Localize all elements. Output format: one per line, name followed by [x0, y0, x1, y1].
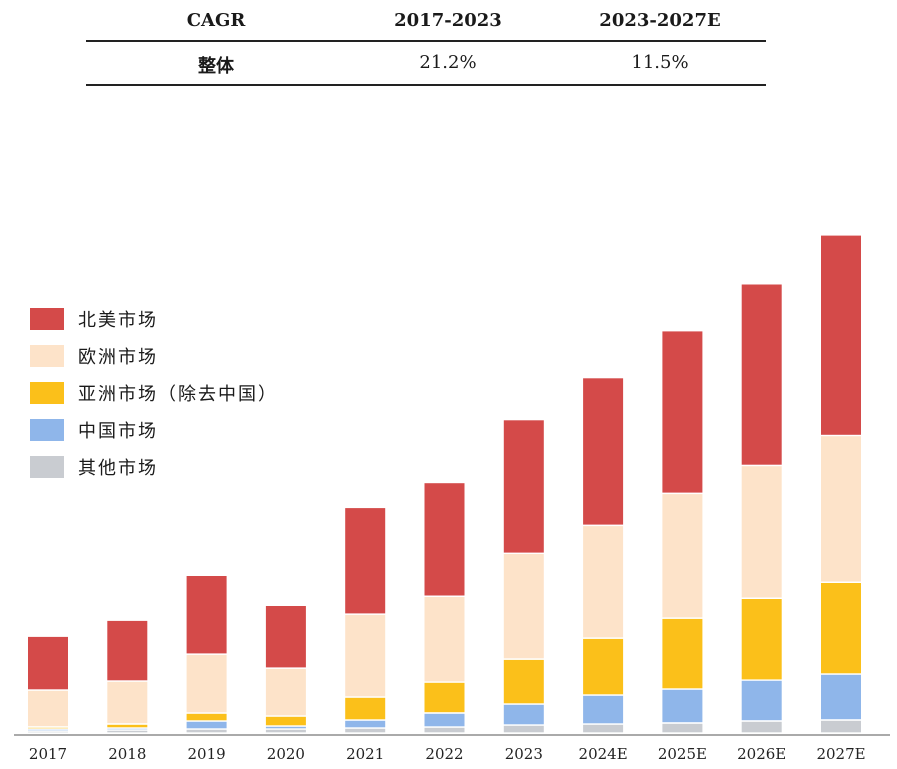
x-tick-label-2021: 2021	[346, 745, 384, 763]
bar-segment-2022-s3	[424, 597, 465, 682]
x-tick-label-2023: 2023	[505, 745, 543, 763]
bar-segment-2023-s4	[503, 420, 544, 553]
bars-group	[28, 235, 861, 733]
legend-item-china: 中国市场	[30, 411, 278, 448]
table-header-2023-2027e: 2023-2027E	[599, 10, 721, 31]
x-tick-label-2026E: 2026E	[737, 745, 786, 763]
bar-segment-2017-s1	[28, 729, 68, 731]
legend-label-asia-ex-china: 亚洲市场（除去中国）	[78, 383, 278, 405]
x-tick-label-2027E: 2027E	[816, 745, 865, 763]
bar-segment-2017-s3	[28, 690, 68, 727]
bar-segment-2024E-s4	[583, 378, 624, 525]
bar-segment-2020-s2	[265, 716, 306, 726]
legend-swatch-china	[30, 418, 64, 441]
bar-segment-2024E-s2	[583, 638, 624, 695]
x-tick-labels: 2017 2018 2019 2020 2021 2022 2023 2024E 2025E 20…	[29, 745, 866, 763]
legend-label-china: 中国市场	[78, 420, 158, 442]
bar-segment-2019-s3	[186, 654, 227, 713]
table-header-2017-2023: 2017-2023	[394, 10, 502, 31]
bar-segment-2027E-s3	[821, 436, 861, 582]
bar-segment-2025E-s3	[662, 494, 703, 618]
bar-segment-2017-s0	[28, 731, 68, 733]
legend-swatch-europe	[30, 344, 64, 367]
bar-segment-2023-s0	[503, 725, 544, 733]
bar-segment-2022-s1	[424, 713, 465, 727]
bar-segment-2020-s4	[265, 606, 306, 668]
bar-segment-2021-s1	[345, 720, 386, 728]
legend-swatch-other	[30, 455, 64, 478]
bar-segment-2025E-s0	[662, 723, 703, 733]
bar-segment-2019-s0	[186, 729, 227, 733]
table-header-cagr: CAGR	[186, 10, 246, 31]
x-tick-label-2024E: 2024E	[579, 745, 628, 763]
bar-segment-2018-s4	[107, 620, 148, 681]
bar-segment-2023-s3	[503, 554, 544, 659]
bar-segment-2025E-s2	[662, 618, 703, 689]
bar-segment-2026E-s3	[741, 466, 782, 598]
legend-item-asia-ex-china: 亚洲市场（除去中国）	[30, 374, 278, 411]
bar-segment-2023-s2	[503, 659, 544, 704]
x-tick-label-2025E: 2025E	[658, 745, 707, 763]
bar-segment-2027E-s0	[821, 720, 861, 733]
bar-segment-2025E-s4	[662, 331, 703, 493]
bar-segment-2017-s4	[28, 636, 68, 690]
legend-item-other: 其他市场	[30, 448, 278, 485]
legend-swatch-north-america	[30, 307, 64, 330]
bar-segment-2018-s1	[107, 728, 148, 730]
legend-label-other: 其他市场	[78, 457, 158, 479]
legend-label-north-america: 北美市场	[78, 309, 158, 331]
table-rule-top	[86, 40, 766, 42]
x-tick-label-2018: 2018	[108, 745, 146, 763]
bar-segment-2021-s3	[345, 614, 386, 697]
bar-segment-2027E-s4	[821, 235, 861, 435]
legend-item-north-america: 北美市场	[30, 300, 278, 337]
legend-item-europe: 欧洲市场	[30, 337, 278, 374]
bar-segment-2019-s2	[186, 713, 227, 721]
bar-segment-2021-s0	[345, 728, 386, 733]
bar-segment-2022-s4	[424, 483, 465, 596]
bar-segment-2018-s3	[107, 681, 148, 724]
bar-segment-2024E-s1	[583, 695, 624, 724]
bar-segment-2026E-s0	[741, 721, 782, 733]
bar-segment-2022-s0	[424, 727, 465, 733]
legend: 北美市场 欧洲市场 亚洲市场（除去中国） 中国市场 其他市场	[30, 300, 278, 485]
legend-swatch-asia-ex-china	[30, 381, 64, 404]
bar-segment-2024E-s0	[583, 724, 624, 733]
bar-segment-2026E-s1	[741, 680, 782, 721]
bar-segment-2020-s0	[265, 729, 306, 733]
bar-segment-2024E-s3	[583, 526, 624, 638]
bar-segment-2027E-s2	[821, 583, 861, 674]
bar-segment-2023-s1	[503, 704, 544, 725]
bar-segment-2020-s1	[265, 726, 306, 729]
bar-segment-2026E-s2	[741, 599, 782, 680]
bar-segment-2020-s3	[265, 668, 306, 716]
bar-segment-2021-s2	[345, 697, 386, 720]
x-tick-label-2022: 2022	[425, 745, 463, 763]
bar-segment-2027E-s1	[821, 674, 861, 720]
x-tick-label-2019: 2019	[188, 745, 226, 763]
bar-segment-2026E-s4	[741, 284, 782, 465]
bar-segment-2018-s0	[107, 730, 148, 733]
bar-segment-2019-s4	[186, 576, 227, 654]
bar-segment-2018-s2	[107, 724, 148, 728]
table-cagr-2017-2023: 21.2%	[419, 52, 477, 73]
table-cagr-2023-2027e: 11.5%	[631, 52, 689, 73]
table-row-label: 整体	[198, 56, 234, 77]
bar-segment-2019-s1	[186, 721, 227, 729]
cagr-table: CAGR 2017-2023 2023-2027E 整体 21.2% 11.5%	[86, 0, 766, 86]
legend-label-europe: 欧洲市场	[78, 346, 158, 368]
x-tick-label-2020: 2020	[267, 745, 305, 763]
bar-segment-2021-s4	[345, 508, 386, 614]
bar-segment-2025E-s1	[662, 689, 703, 723]
bar-segment-2017-s2	[28, 727, 68, 729]
table-rule-bottom	[86, 84, 766, 86]
x-tick-label-2017: 2017	[29, 745, 67, 763]
bar-segment-2022-s2	[424, 682, 465, 713]
